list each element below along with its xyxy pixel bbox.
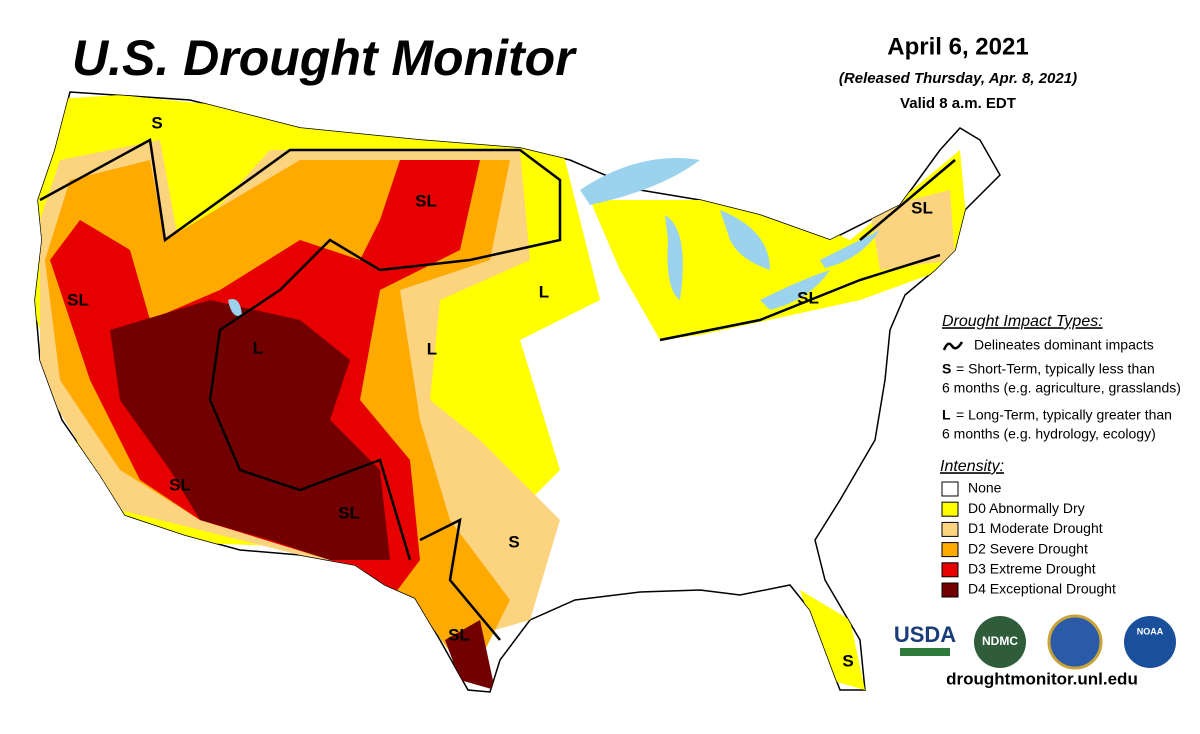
map-labels: S SL SL SL L L L SL SL SL S SL S [67,113,933,670]
logo-noaa [1124,616,1176,668]
legend-label: None [968,480,1002,496]
great-lakes [228,158,880,316]
title: U.S. Drought Monitor [72,30,577,86]
legend-swatch [941,481,959,497]
short-key: S [942,361,951,377]
impact-label: SL [415,191,437,210]
d1-area [870,190,955,270]
impact-line-text: Delineates dominant impacts [974,337,1154,353]
long-text: = Long-Term, typically greater than [956,407,1172,423]
released: (Released Thursday, Apr. 8, 2021) [839,70,1077,87]
impact-label: S [508,532,519,551]
impact-label: L [253,338,263,357]
url: droughtmonitor.unl.edu [946,669,1138,688]
intensity-legend: None D0 Abnormally Dry D1 Moderate Drought… [941,480,1116,598]
legend-swatch [941,542,959,558]
date: April 6, 2021 [887,33,1028,60]
logo-usda: USDA [894,622,956,647]
lake [720,210,770,270]
legend-label: D1 Moderate Drought [968,520,1103,536]
legend-label: D0 Abnormally Dry [968,500,1085,516]
short-text: = Short-Term, typically less than [956,361,1155,377]
legend-label: D2 Severe Drought [968,540,1088,556]
long-key: L [942,407,951,423]
impact-label: SL [911,198,933,217]
d0-area [800,590,865,690]
d4-area [110,300,390,560]
logo-ndmc-text: NDMC [982,634,1018,648]
impact-label: S [842,651,853,670]
impact-line [659,253,941,342]
impact-label: S [151,113,162,132]
impact-lines [39,138,956,641]
lake [228,299,242,316]
impact-label: L [427,339,437,358]
impact-line [859,159,956,241]
impact-label: SL [797,288,819,307]
legend-swatch [941,521,959,537]
impact-line [419,517,501,641]
logos: USDA NDMC NOAA [894,614,1176,670]
intensity-heading: Intensity: [940,458,1004,475]
legend-swatch [941,501,959,517]
impact-line-key [942,341,964,351]
lake [820,230,880,268]
impact-line [39,138,562,561]
impact-label: L [539,282,549,301]
legend-label: D3 Extreme Drought [968,561,1096,577]
logo-ndmc [974,616,1026,668]
lake [665,215,683,300]
valid-time: Valid 8 a.m. EDT [900,95,1016,112]
impact-label: SL [169,475,191,494]
logo-noaa-text: NOAA [1137,626,1164,636]
lake [760,270,830,310]
impact-label: SL [67,290,89,309]
d0-area [590,150,970,340]
legend-swatch [941,562,959,578]
lake [580,158,700,205]
short-text: 6 months (e.g. agriculture, grasslands) [942,380,1181,396]
impact-label: SL [448,625,470,644]
logo-doc [1047,614,1103,670]
legend-label: D4 Exceptional Drought [968,581,1116,597]
impact-label: SL [338,503,360,522]
logo-stripe [900,648,950,656]
impact-heading: Drought Impact Types: [942,313,1103,330]
legend-swatch [941,582,959,598]
long-text: 6 months (e.g. hydrology, ecology) [942,426,1156,442]
